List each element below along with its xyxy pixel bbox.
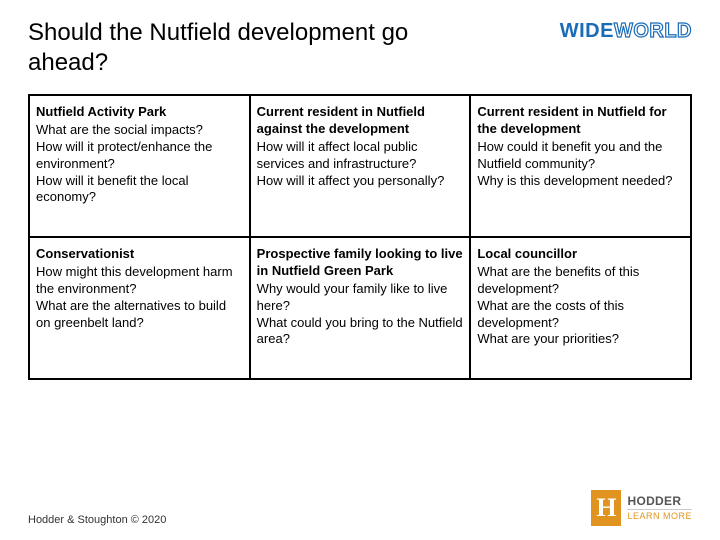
content-table: Nutfield Activity Park What are the soci…	[28, 94, 692, 380]
logo-world-text: WORLD	[614, 20, 692, 43]
cell-heading: Local councillor	[477, 246, 684, 263]
table-cell: Local councillor What are the benefits o…	[471, 238, 690, 378]
copyright-text: Hodder & Stoughton © 2020	[28, 514, 166, 526]
hodder-name: HODDER	[627, 495, 692, 507]
table-cell: Conservationist How might this developme…	[30, 238, 251, 378]
hodder-h-icon: H	[591, 490, 621, 526]
hodder-tagline: LEARN MORE	[627, 509, 692, 521]
cell-body: Why would your family like to live here?…	[257, 281, 464, 349]
table-cell: Nutfield Activity Park What are the soci…	[30, 96, 251, 236]
cell-heading: Prospective family looking to live in Nu…	[257, 246, 464, 280]
table-row: Conservationist How might this developme…	[30, 238, 690, 378]
cell-body: How might this development harm the envi…	[36, 264, 243, 332]
cell-body: What are the social impacts?How will it …	[36, 122, 243, 206]
cell-heading: Current resident in Nutfield for the dev…	[477, 104, 684, 138]
table-cell: Current resident in Nutfield for the dev…	[471, 96, 690, 236]
cell-heading: Conservationist	[36, 246, 243, 263]
logo-wide-text: WIDE	[560, 20, 614, 43]
table-cell: Current resident in Nutfield against the…	[251, 96, 472, 236]
table-row: Nutfield Activity Park What are the soci…	[30, 96, 690, 238]
wideworld-logo: WIDEWORLD	[560, 20, 692, 43]
hodder-logo: H HODDER LEARN MORE	[591, 490, 692, 526]
cell-heading: Current resident in Nutfield against the…	[257, 104, 464, 138]
cell-heading: Nutfield Activity Park	[36, 104, 243, 121]
cell-body: How will it affect local public services…	[257, 139, 464, 190]
table-cell: Prospective family looking to live in Nu…	[251, 238, 472, 378]
page-title: Should the Nutfield development go ahead…	[28, 18, 448, 78]
cell-body: What are the benefits of this developmen…	[477, 264, 684, 348]
cell-body: How could it benefit you and the Nutfiel…	[477, 139, 684, 190]
